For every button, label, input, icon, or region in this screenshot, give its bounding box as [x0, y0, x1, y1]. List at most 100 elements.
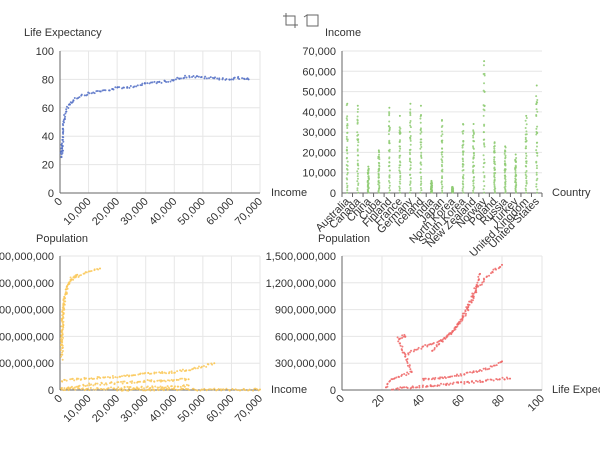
- data-point: [78, 274, 81, 277]
- data-point: [472, 156, 475, 159]
- data-point: [377, 149, 380, 152]
- data-point: [140, 385, 143, 388]
- data-point: [209, 388, 212, 391]
- data-point: [149, 389, 152, 392]
- data-point: [441, 155, 444, 158]
- data-point: [420, 187, 423, 190]
- data-point: [346, 171, 349, 174]
- data-point: [536, 110, 539, 113]
- data-point: [482, 131, 485, 134]
- data-point: [493, 160, 496, 163]
- data-point: [462, 186, 465, 189]
- data-point: [120, 375, 123, 378]
- data-point: [440, 183, 443, 186]
- data-point: [482, 114, 485, 117]
- data-zoom-icon[interactable]: [282, 12, 299, 30]
- data-point: [406, 360, 409, 363]
- data-point: [525, 139, 528, 142]
- data-point: [63, 303, 66, 306]
- data-point: [61, 127, 64, 130]
- data-point: [69, 280, 72, 283]
- data-point: [138, 388, 141, 391]
- data-point: [61, 321, 64, 324]
- data-point: [420, 180, 423, 183]
- data-point: [140, 84, 143, 87]
- data-point: [461, 144, 464, 147]
- data-point: [103, 388, 106, 391]
- data-point: [128, 387, 131, 390]
- data-point: [495, 364, 498, 367]
- y-tick-label: 10,000: [302, 168, 336, 180]
- data-point: [185, 388, 188, 391]
- data-point: [408, 364, 411, 367]
- data-zoom-reset-icon[interactable]: [303, 12, 320, 30]
- data-point: [472, 164, 475, 167]
- data-point: [218, 78, 221, 81]
- x-tick-label: 40,000: [147, 393, 179, 425]
- data-point: [93, 92, 96, 95]
- y-tick-label: 900,000,000: [0, 305, 54, 317]
- data-point: [69, 387, 72, 390]
- data-point: [356, 115, 359, 118]
- data-point: [85, 377, 88, 380]
- data-point: [165, 372, 168, 375]
- y-tick-label: 40: [42, 131, 54, 143]
- data-point: [472, 187, 475, 190]
- data-point: [535, 149, 538, 152]
- data-point: [356, 110, 359, 113]
- data-point: [483, 175, 486, 178]
- data-point: [466, 303, 469, 306]
- data-point: [456, 381, 459, 384]
- data-point: [100, 387, 103, 390]
- data-point: [213, 362, 216, 365]
- data-point: [205, 77, 208, 80]
- data-point: [194, 367, 197, 370]
- data-point: [116, 86, 119, 89]
- data-point: [442, 383, 445, 386]
- data-point: [441, 185, 444, 188]
- data-point: [525, 169, 528, 172]
- data-point: [387, 133, 390, 136]
- data-point: [142, 387, 145, 390]
- data-point: [88, 384, 91, 387]
- data-point: [496, 378, 499, 381]
- data-point: [412, 386, 415, 389]
- data-point: [514, 173, 517, 176]
- x-axis-name: Life Expectancy: [552, 384, 600, 396]
- data-point: [143, 380, 146, 383]
- data-point: [146, 82, 149, 85]
- data-point: [480, 283, 483, 286]
- data-point: [223, 388, 226, 391]
- data-point: [493, 364, 496, 367]
- data-point: [535, 108, 538, 111]
- data-point: [535, 141, 538, 144]
- data-point: [67, 107, 70, 110]
- data-point: [525, 133, 528, 136]
- data-point: [426, 385, 429, 388]
- data-point: [444, 337, 447, 340]
- data-point: [481, 281, 484, 284]
- data-point: [131, 380, 134, 383]
- data-point: [515, 183, 518, 186]
- data-point: [398, 338, 401, 341]
- data-point: [431, 349, 434, 352]
- data-point: [419, 121, 422, 124]
- data-point: [432, 341, 435, 344]
- data-point: [416, 348, 419, 351]
- data-point: [63, 378, 66, 381]
- data-point: [466, 380, 469, 383]
- data-point: [185, 378, 188, 381]
- data-point: [346, 102, 349, 105]
- data-point: [409, 161, 412, 164]
- data-point: [219, 388, 222, 391]
- data-point: [346, 191, 349, 194]
- x-tick-label: 40,000: [147, 196, 179, 228]
- data-point: [415, 348, 418, 351]
- data-point: [409, 164, 412, 167]
- x-tick-label: 60,000: [204, 196, 236, 228]
- data-point: [480, 369, 483, 372]
- data-point: [208, 388, 211, 391]
- data-point: [409, 134, 412, 137]
- data-point: [203, 77, 206, 80]
- data-point: [153, 371, 156, 374]
